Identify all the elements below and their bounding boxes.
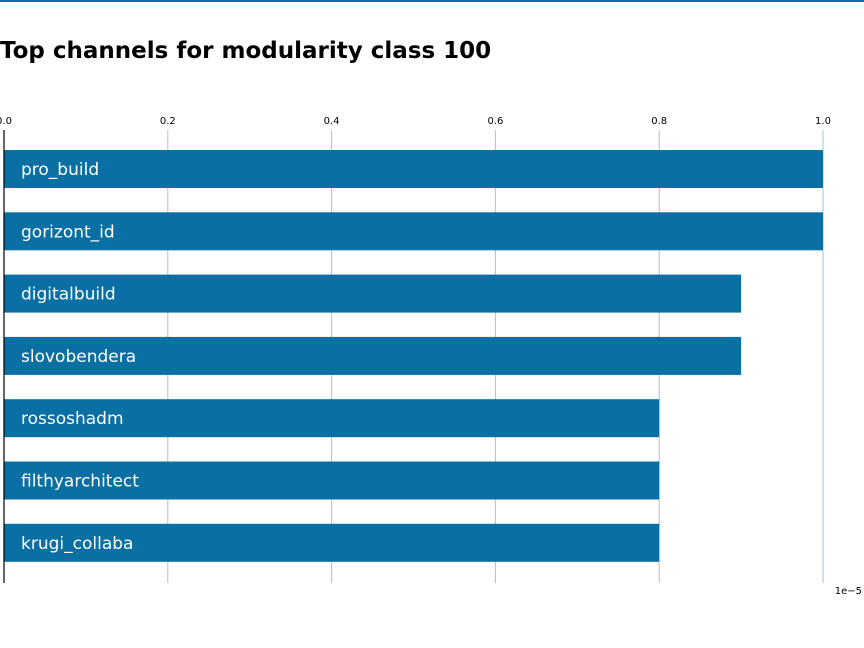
bar [4, 523, 660, 562]
bar-label: rossoshadm [21, 409, 124, 429]
bar-label: gorizont_id [21, 222, 115, 242]
bar-labels: pro_build gorizont_id digitalbuild slovoben… [21, 160, 139, 554]
bar [4, 399, 660, 438]
bar [4, 461, 660, 500]
x-tick-label: 0.6 [487, 116, 503, 127]
x-tick-label: 1.0 [815, 116, 831, 127]
x-scale-exponent: 1e−5 [835, 586, 862, 597]
bar-label: krugi_collaba [21, 534, 133, 554]
x-tick-labels: 0.0 0.2 0.4 0.6 0.8 1.0 [0, 116, 831, 127]
bars [4, 150, 823, 562]
bar [4, 274, 742, 313]
x-tick-label: 0.0 [0, 116, 12, 127]
bar [4, 212, 823, 251]
bar-label: digitalbuild [21, 285, 116, 305]
x-tick-label: 0.4 [324, 116, 340, 127]
bar-label: slovobendera [21, 347, 136, 367]
bar [4, 150, 823, 188]
bar [4, 336, 742, 375]
x-tick-label: 0.8 [651, 116, 667, 127]
bar-label: filthyarchitect [21, 472, 139, 492]
bar-label: pro_build [21, 160, 99, 180]
top-rule [0, 0, 864, 2]
x-tick-label: 0.2 [160, 116, 176, 127]
chart-title: Top channels for modularity class 100 [0, 38, 492, 64]
